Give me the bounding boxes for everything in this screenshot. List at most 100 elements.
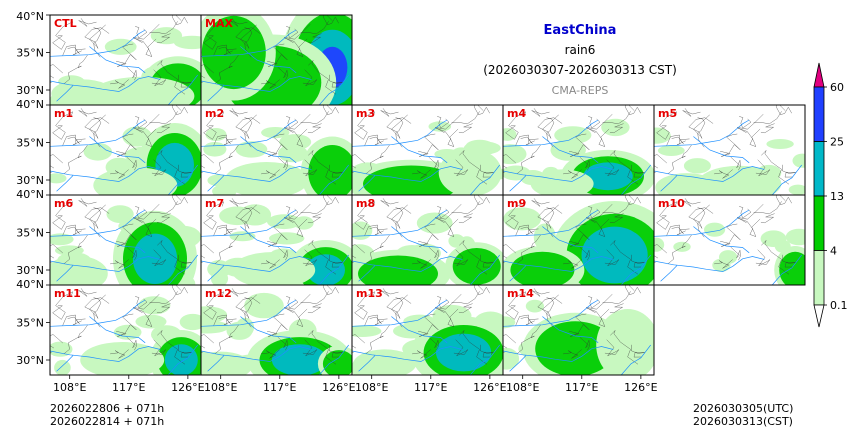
province-border (267, 223, 288, 247)
river-line (318, 344, 349, 375)
river-line (542, 316, 599, 344)
river-line (352, 209, 448, 237)
lon-tick-label: 117°E (565, 381, 598, 394)
province-border (761, 240, 790, 275)
province-border (201, 244, 214, 259)
province-border (730, 156, 741, 171)
province-border (459, 150, 488, 185)
province-border (720, 223, 741, 247)
province-border (505, 111, 527, 140)
colorbar (813, 62, 827, 328)
river-line (352, 346, 463, 362)
panel-label: m5 (658, 107, 677, 120)
province-border (203, 21, 225, 50)
river-line (207, 355, 225, 372)
colorbar-level-label: 4 (830, 245, 837, 258)
province-border (300, 21, 329, 35)
province-border (116, 313, 137, 337)
province-border (365, 324, 391, 355)
province-border (395, 297, 404, 328)
province-border (531, 108, 550, 117)
province-border (671, 136, 690, 144)
river-line (50, 346, 161, 362)
province-border (688, 204, 714, 229)
province-border (418, 133, 439, 157)
river-line (167, 164, 198, 195)
province-border (157, 330, 186, 365)
province-border (50, 64, 63, 79)
province-border (67, 316, 86, 324)
lat-tick-label: 30°N (16, 354, 44, 367)
province-border (300, 291, 329, 305)
precip-light-area (601, 118, 630, 137)
province-border (308, 330, 337, 365)
province-border (753, 201, 782, 215)
river-line (89, 316, 146, 344)
precip-level-3 (583, 162, 633, 191)
province-border (62, 314, 82, 326)
geography (352, 195, 500, 285)
precip-light-area (106, 205, 134, 224)
river-line (358, 355, 376, 372)
precip-field (503, 201, 654, 285)
lon-tick-label: 108°E (355, 381, 388, 394)
colorbar-extend-max (813, 62, 825, 88)
colorbar-segment (813, 195, 825, 251)
province-border (610, 240, 639, 275)
province-border (267, 43, 288, 67)
province-border (380, 288, 399, 297)
province-border (656, 201, 678, 230)
province-border (116, 133, 137, 157)
map-panel-m6 (49, 194, 202, 286)
province-border (654, 154, 667, 169)
province-border (84, 294, 110, 319)
precip-light-area (352, 221, 373, 240)
river-line (358, 265, 376, 282)
valid-time-cst: 2026030313(CST) (693, 415, 793, 428)
province-border (151, 159, 167, 177)
province-border (537, 294, 563, 319)
province-border (177, 344, 192, 358)
precip-light-area (226, 321, 253, 340)
precip-light-area (704, 222, 726, 237)
province-border (203, 111, 225, 140)
province-border (110, 169, 129, 179)
river-line (503, 119, 599, 147)
panel-label: m11 (54, 287, 81, 300)
province-border (133, 37, 157, 57)
river-line (207, 175, 225, 192)
province-border (67, 226, 86, 234)
province-border (52, 291, 74, 320)
province-border (479, 164, 494, 178)
init-time-1: 2026022806 + 071h (50, 402, 165, 415)
province-border (229, 198, 248, 207)
province-border (157, 150, 186, 185)
province-border (697, 207, 706, 238)
precip-light-area (766, 139, 794, 149)
province-border (474, 195, 490, 205)
province-border (435, 307, 459, 327)
province-border (156, 303, 171, 313)
province-border (737, 127, 761, 147)
province-border (218, 226, 237, 234)
river-line (620, 254, 651, 285)
river-line (240, 46, 297, 74)
geography (503, 105, 651, 195)
province-border (328, 254, 343, 268)
river-line (318, 254, 349, 285)
province-border (579, 156, 590, 171)
lat-tick-label: 40°N (16, 98, 44, 111)
river-line (207, 265, 225, 282)
river-line (50, 209, 146, 237)
province-border (579, 336, 590, 351)
river-line (352, 256, 463, 272)
province-border (579, 246, 590, 261)
province-border (93, 27, 102, 58)
province-border (720, 133, 741, 157)
precip-light-area (201, 320, 230, 334)
province-border (286, 116, 299, 129)
province-border (537, 204, 563, 229)
province-border (244, 207, 253, 238)
region-title: EastChina (543, 23, 617, 38)
province-border (302, 69, 318, 87)
